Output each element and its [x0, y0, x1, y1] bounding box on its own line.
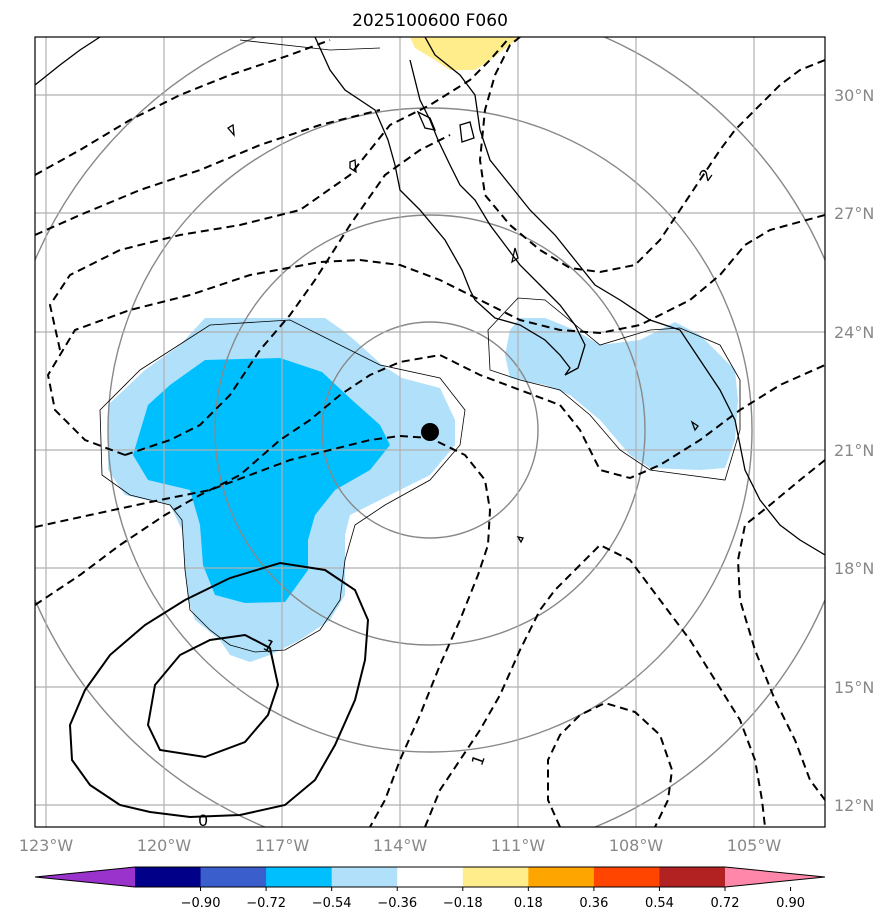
colorbar-segment [266, 867, 333, 887]
colorbar-extend-low [35, 867, 135, 887]
lon-tick-labels: 123°W 120°W 117°W 114°W 111°W 108°W 105°… [19, 836, 782, 855]
colorbar-segment [528, 867, 595, 887]
coastlines [35, 37, 825, 556]
lat-tick-label: 18°N [834, 559, 874, 578]
dashed-contours [35, 37, 825, 827]
solid-contours [68, 561, 370, 819]
colorbar-segment [331, 867, 398, 887]
lon-tick-label: 123°W [19, 836, 74, 855]
colorbar-tick-label: 0.54 [645, 896, 674, 911]
colorbar-segment [200, 867, 267, 887]
lon-tick-label: 114°W [373, 836, 428, 855]
colorbar-tick-label: −0.72 [246, 896, 286, 911]
colorbar-tick-label: −0.90 [181, 896, 221, 911]
lon-tick-label: 120°W [137, 836, 192, 855]
colorbar-tick-label: 0.36 [579, 896, 608, 911]
distance-rings [35, 37, 825, 827]
lat-tick-labels: 30°N 27°N 24°N 21°N 18°N 15°N 12°N [834, 86, 874, 815]
map-frame [34, 36, 826, 828]
lon-tick-label: 105°W [727, 836, 782, 855]
storm-center-marker [421, 423, 439, 441]
colorbar-outline [34, 866, 826, 888]
colorbar [34, 866, 826, 888]
lat-tick-label: 30°N [834, 86, 874, 105]
positive-anomaly-shade [410, 37, 520, 70]
lat-tick-label: 27°N [834, 204, 874, 223]
colorbar-tick-label: −0.18 [443, 896, 483, 911]
colorbar-tick-label: 0.18 [514, 896, 543, 911]
lon-tick-label: 117°W [255, 836, 310, 855]
colorbar-tick-label: −0.54 [312, 896, 352, 911]
lat-tick-label: 21°N [834, 441, 874, 460]
contour-label-0: 0 [198, 811, 208, 830]
colorbar-tick-label: −0.36 [377, 896, 417, 911]
lat-tick-label: 15°N [834, 678, 874, 697]
negative-anomaly-light-east [505, 318, 738, 470]
colorbar-segment [462, 867, 529, 887]
colorbar-segment [397, 867, 464, 887]
lon-tick-label: 111°W [491, 836, 546, 855]
shade-outlines [99, 39, 741, 653]
contour-label-2: 2 [695, 165, 716, 184]
lon-tick-label: 108°W [609, 836, 664, 855]
map-area: 2 1 1 0 [35, 37, 825, 830]
colorbar-tick-label: 0.90 [776, 896, 805, 911]
colorbar-tick-label: 0.72 [711, 896, 740, 911]
lat-tick-label: 24°N [834, 323, 874, 342]
colorbar-segment [659, 867, 726, 887]
contour-label-1-south: 1 [467, 752, 488, 768]
colorbar-segment [593, 867, 660, 887]
colorbar-extend-high [725, 867, 825, 887]
chart-title: 2025100600 F060 [352, 11, 508, 31]
graticule [35, 37, 825, 827]
colorbar-segment [135, 867, 202, 887]
negative-anomaly-dark-west [133, 358, 390, 603]
lat-tick-label: 12°N [834, 796, 874, 815]
colorbar-tick-labels: −0.90 −0.72 −0.54 −0.36 −0.18 0.18 0.36 0.54 0.7… [181, 887, 805, 911]
